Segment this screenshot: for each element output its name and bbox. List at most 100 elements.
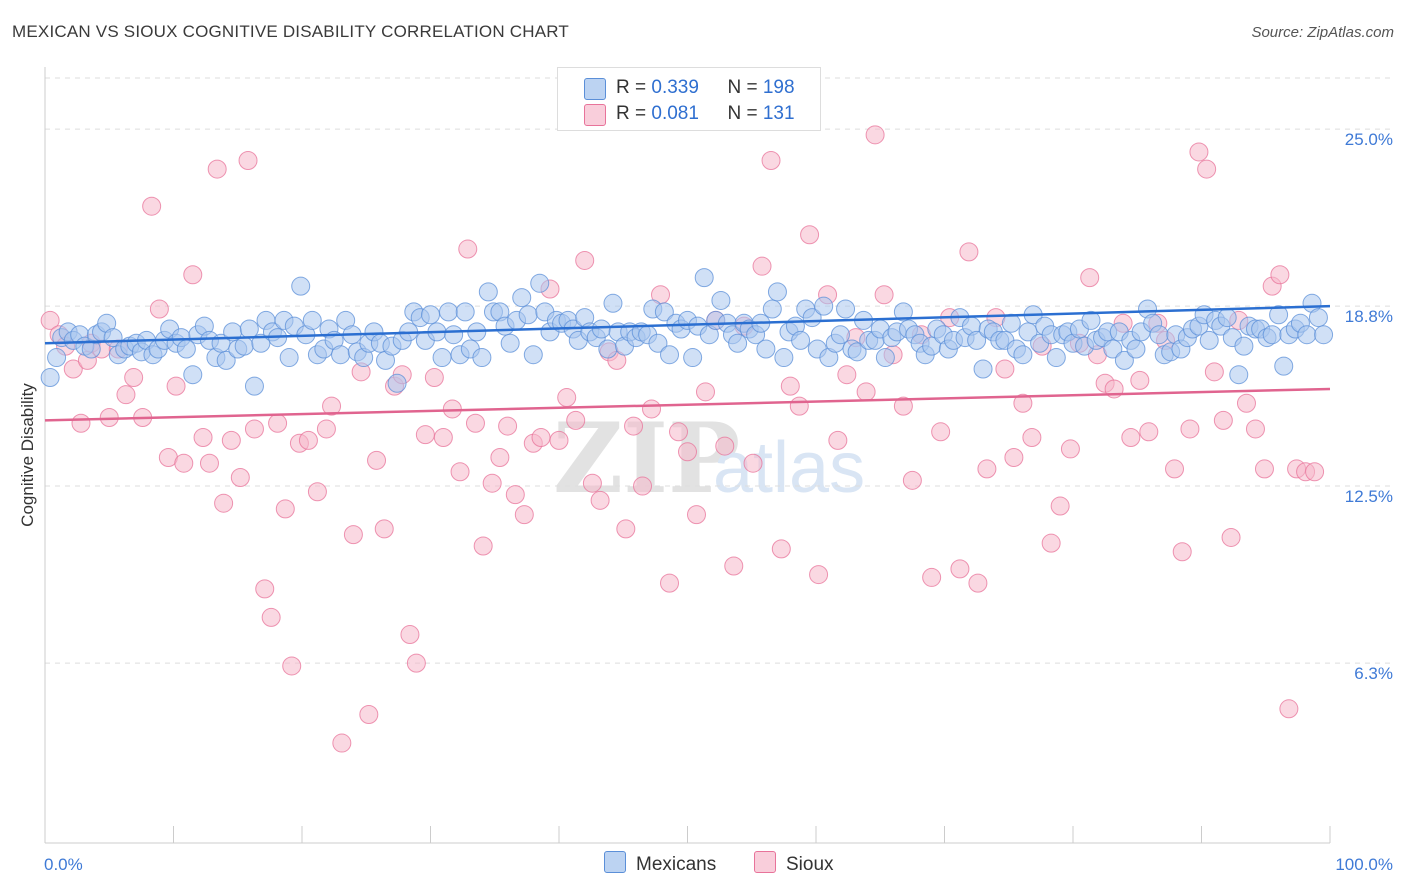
point-sioux	[1041, 533, 1061, 553]
point-sioux	[322, 396, 342, 416]
legend-swatch-mexicans	[584, 78, 606, 100]
point-mexicans	[432, 348, 452, 368]
point-sioux	[458, 239, 478, 259]
legend-n-value: 131	[762, 103, 795, 124]
point-sioux	[1121, 428, 1141, 448]
legend-swatch-sioux	[754, 851, 776, 873]
y-tick-label: 25.0%	[1345, 130, 1393, 149]
point-sioux	[1305, 462, 1325, 482]
point-mexicans	[694, 268, 714, 288]
point-sioux	[557, 388, 577, 408]
point-sioux	[490, 448, 510, 467]
point-sioux	[482, 473, 502, 493]
point-sioux	[124, 368, 144, 388]
point-mexicans	[1217, 308, 1237, 328]
point-sioux	[660, 573, 680, 593]
point-sioux	[800, 225, 820, 245]
point-sioux	[902, 470, 922, 490]
source-credit: Source: ZipAtlas.com	[1251, 24, 1394, 41]
point-mexicans	[1046, 348, 1066, 368]
point-mexicans	[472, 348, 492, 368]
axes	[44, 67, 1331, 844]
point-sioux	[307, 482, 327, 502]
point-sioux	[275, 499, 295, 519]
point-sioux	[977, 459, 997, 479]
point-sioux	[193, 428, 213, 448]
point-mexicans	[774, 348, 794, 368]
point-sioux	[244, 419, 264, 439]
point-sioux	[298, 430, 318, 450]
point-mexicans	[1001, 313, 1021, 333]
point-mexicans	[40, 368, 60, 388]
point-sioux	[752, 256, 772, 276]
x-tick-label-max: 100.0%	[1335, 855, 1393, 874]
point-mexicans	[660, 345, 680, 365]
point-sioux	[695, 382, 715, 402]
point-mexicans	[1274, 356, 1294, 376]
point-sioux	[1080, 268, 1100, 288]
y-tick-label: 12.5%	[1345, 487, 1393, 506]
point-sioux	[931, 422, 951, 442]
point-mexicans	[603, 293, 623, 313]
point-mexicans	[1018, 322, 1038, 342]
point-mexicans	[893, 302, 913, 322]
point-sioux	[332, 733, 352, 753]
stats-legend: R = 0.339 N = 198 R = 0.081 N = 131	[557, 67, 821, 131]
point-mexicans	[1199, 330, 1219, 350]
point-sioux	[1022, 428, 1042, 448]
point-sioux	[166, 376, 186, 396]
point-sioux	[809, 565, 829, 585]
point-mexicans	[836, 299, 856, 319]
point-sioux	[183, 265, 203, 285]
y-tick-label: 6.3%	[1354, 664, 1393, 683]
point-sioux	[724, 556, 744, 576]
point-sioux	[1254, 459, 1274, 479]
point-sioux	[406, 653, 426, 673]
point-sioux	[893, 396, 913, 416]
point-sioux	[1013, 393, 1033, 413]
point-sioux	[780, 376, 800, 396]
point-sioux	[40, 310, 60, 330]
point-mexicans	[967, 330, 987, 350]
point-mexicans	[239, 319, 259, 339]
point-sioux	[582, 473, 602, 493]
trend-line-sioux	[44, 387, 1331, 422]
point-mexicans	[331, 345, 351, 365]
point-sioux	[549, 430, 569, 450]
point-sioux	[624, 416, 644, 436]
point-sioux	[995, 359, 1015, 379]
point-mexicans	[1297, 325, 1317, 345]
legend-swatch-sioux	[584, 104, 606, 126]
y-axis-label: Cognitive Disability	[18, 383, 37, 527]
point-sioux	[590, 490, 610, 510]
point-sioux	[343, 525, 363, 545]
point-mexicans	[1314, 325, 1334, 345]
point-sioux	[633, 476, 653, 496]
point-mexicans	[291, 276, 311, 296]
point-mexicans	[523, 345, 543, 365]
point-sioux	[678, 442, 697, 462]
point-mexicans	[648, 333, 668, 353]
legend-n-value: 198	[762, 77, 795, 98]
legend-item-mexicans: Mexicans	[604, 851, 716, 876]
point-sioux	[230, 467, 250, 487]
point-mexicans	[875, 348, 895, 368]
point-mexicans	[302, 310, 322, 330]
point-mexicans	[756, 339, 776, 359]
point-sioux	[566, 410, 586, 430]
point-mexicans	[438, 302, 458, 322]
point-sioux	[1060, 439, 1080, 459]
point-sioux	[922, 567, 942, 587]
point-mexicans	[1262, 325, 1282, 345]
point-sioux	[433, 428, 453, 448]
point-mexicans	[279, 348, 299, 368]
point-mexicans	[814, 296, 834, 316]
point-sioux	[669, 422, 689, 442]
chart-title: MEXICAN VS SIOUX COGNITIVE DISABILITY CO…	[12, 22, 569, 41]
point-sioux	[268, 413, 288, 433]
point-sioux	[282, 656, 302, 676]
point-sioux	[207, 159, 227, 179]
point-mexicans	[1103, 339, 1123, 359]
point-mexicans	[1126, 339, 1146, 359]
